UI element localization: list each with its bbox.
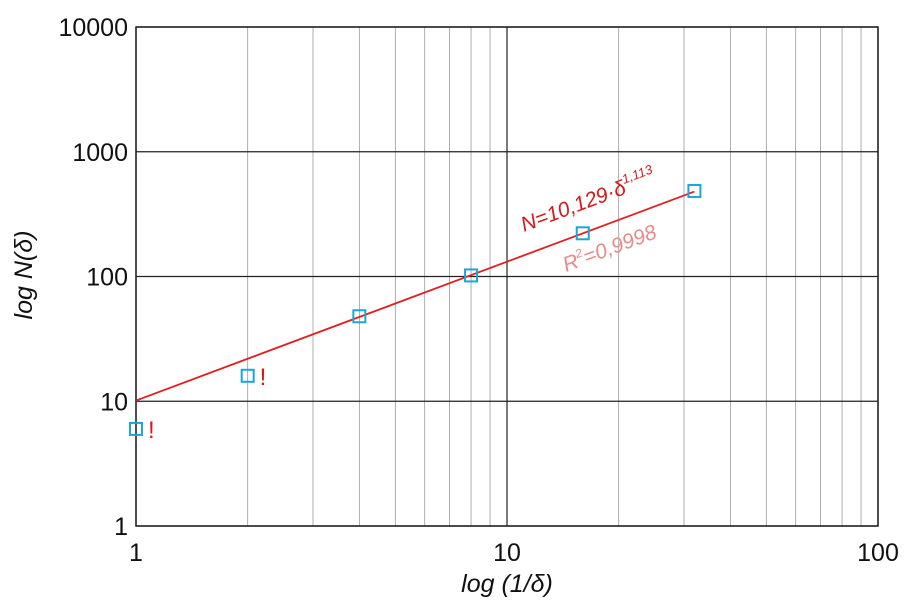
outlier-flags: !! <box>148 364 266 444</box>
y-tick-label: 10000 <box>58 14 128 42</box>
plot-frame <box>135 26 879 527</box>
svg-text:R2=0,9998: R2=0,9998 <box>559 219 660 277</box>
x-tick-label: 10 <box>493 539 521 567</box>
r-squared-prefix: R <box>560 250 582 277</box>
x-tick-label: 1 <box>129 539 143 567</box>
r-squared-value: =0,9998 <box>580 221 660 269</box>
r-squared-label: R2=0,9998 <box>559 219 660 277</box>
outlier-flag: ! <box>148 417 155 444</box>
x-tick-labels: 1 10 100 <box>129 539 899 567</box>
fit-equation-exponent: 1,113 <box>620 161 656 186</box>
outlier-flag: ! <box>260 364 267 391</box>
data-point <box>352 309 367 324</box>
fit-line <box>135 190 695 402</box>
y-axis-title: log N(δ) <box>10 231 38 320</box>
data-point <box>129 421 143 436</box>
y-tick-labels: 1 10 100 1000 10000 <box>58 14 128 541</box>
data-points <box>129 183 702 436</box>
data-point <box>464 268 479 283</box>
data-point <box>687 183 702 198</box>
data-point <box>575 226 590 241</box>
data-point <box>240 368 255 383</box>
y-tick-label: 100 <box>86 264 128 292</box>
y-tick-label: 10 <box>100 388 128 416</box>
fit-equation-main: N=10,129·δ <box>518 176 630 236</box>
x-tick-label: 100 <box>857 539 899 567</box>
x-axis-title: log (1/δ) <box>461 570 553 598</box>
y-tick-label: 1000 <box>72 139 128 167</box>
y-tick-label: 1 <box>114 513 128 541</box>
